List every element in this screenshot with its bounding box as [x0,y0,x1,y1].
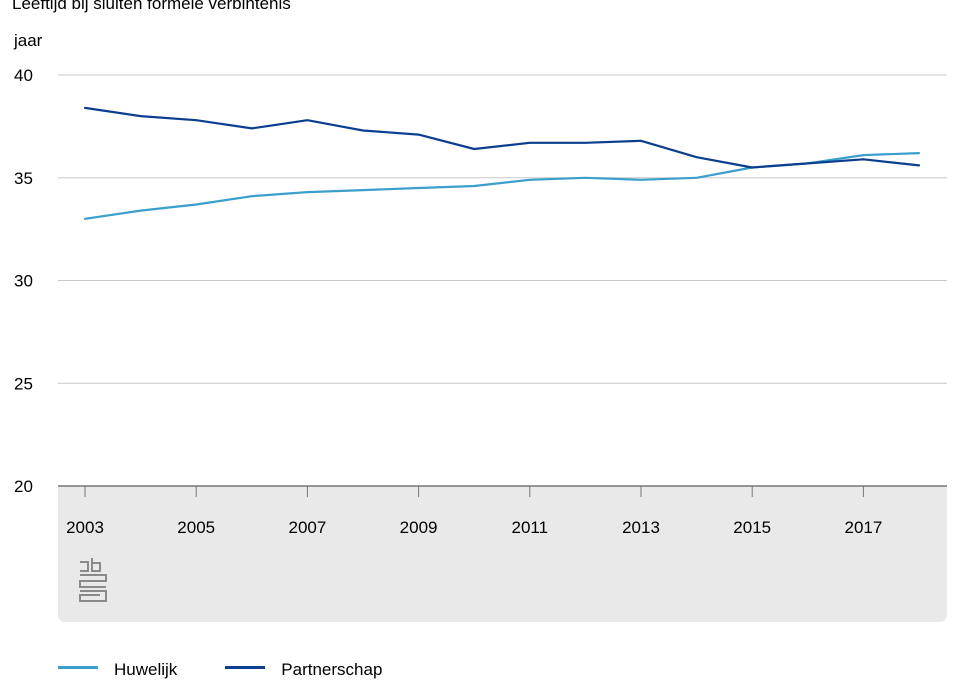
chart-legend: Huwelijk Partnerschap [58,656,430,686]
y-tick-label-30: 30 [14,272,33,291]
legend-item-partnerschap[interactable]: Partnerschap [225,656,382,679]
legend-item-huwelijk[interactable]: Huwelijk [58,656,177,679]
x-tick-label-2013: 2013 [622,518,660,537]
x-tick-label-2009: 2009 [400,518,438,537]
y-tick-label-35: 35 [14,169,33,188]
x-tick-label-2003: 2003 [66,518,104,537]
cbs-logo-icon [79,558,107,602]
y-tick-label-40: 40 [14,66,33,85]
x-tick-label-2017: 2017 [844,518,882,537]
legend-label-partnerschap: Partnerschap [281,660,383,679]
x-tick-label-2005: 2005 [177,518,215,537]
x-axis-panel [58,486,947,622]
legend-swatch-partnerschap [225,665,266,669]
y-axis-unit-label: jaar [14,31,43,50]
y-tick-label-25: 25 [14,374,33,393]
legend-swatch-huwelijk [58,665,98,669]
x-tick-label-2011: 2011 [512,518,549,537]
legend-label-huwelijk: Huwelijk [114,660,178,679]
chart-title: Leeftijd bij sluiten formele verbintenis [12,0,291,13]
y-tick-label-20: 20 [14,477,33,496]
x-tick-label-2007: 2007 [288,518,326,537]
series-line-partnerschap [83,106,921,169]
line-chart: 20 25 30 35 40 2003 2005 2007 2009 2011 2013 2015 20… [14,66,947,622]
series-line-huwelijk [83,152,921,220]
x-tick-label-2015: 2015 [733,518,771,537]
